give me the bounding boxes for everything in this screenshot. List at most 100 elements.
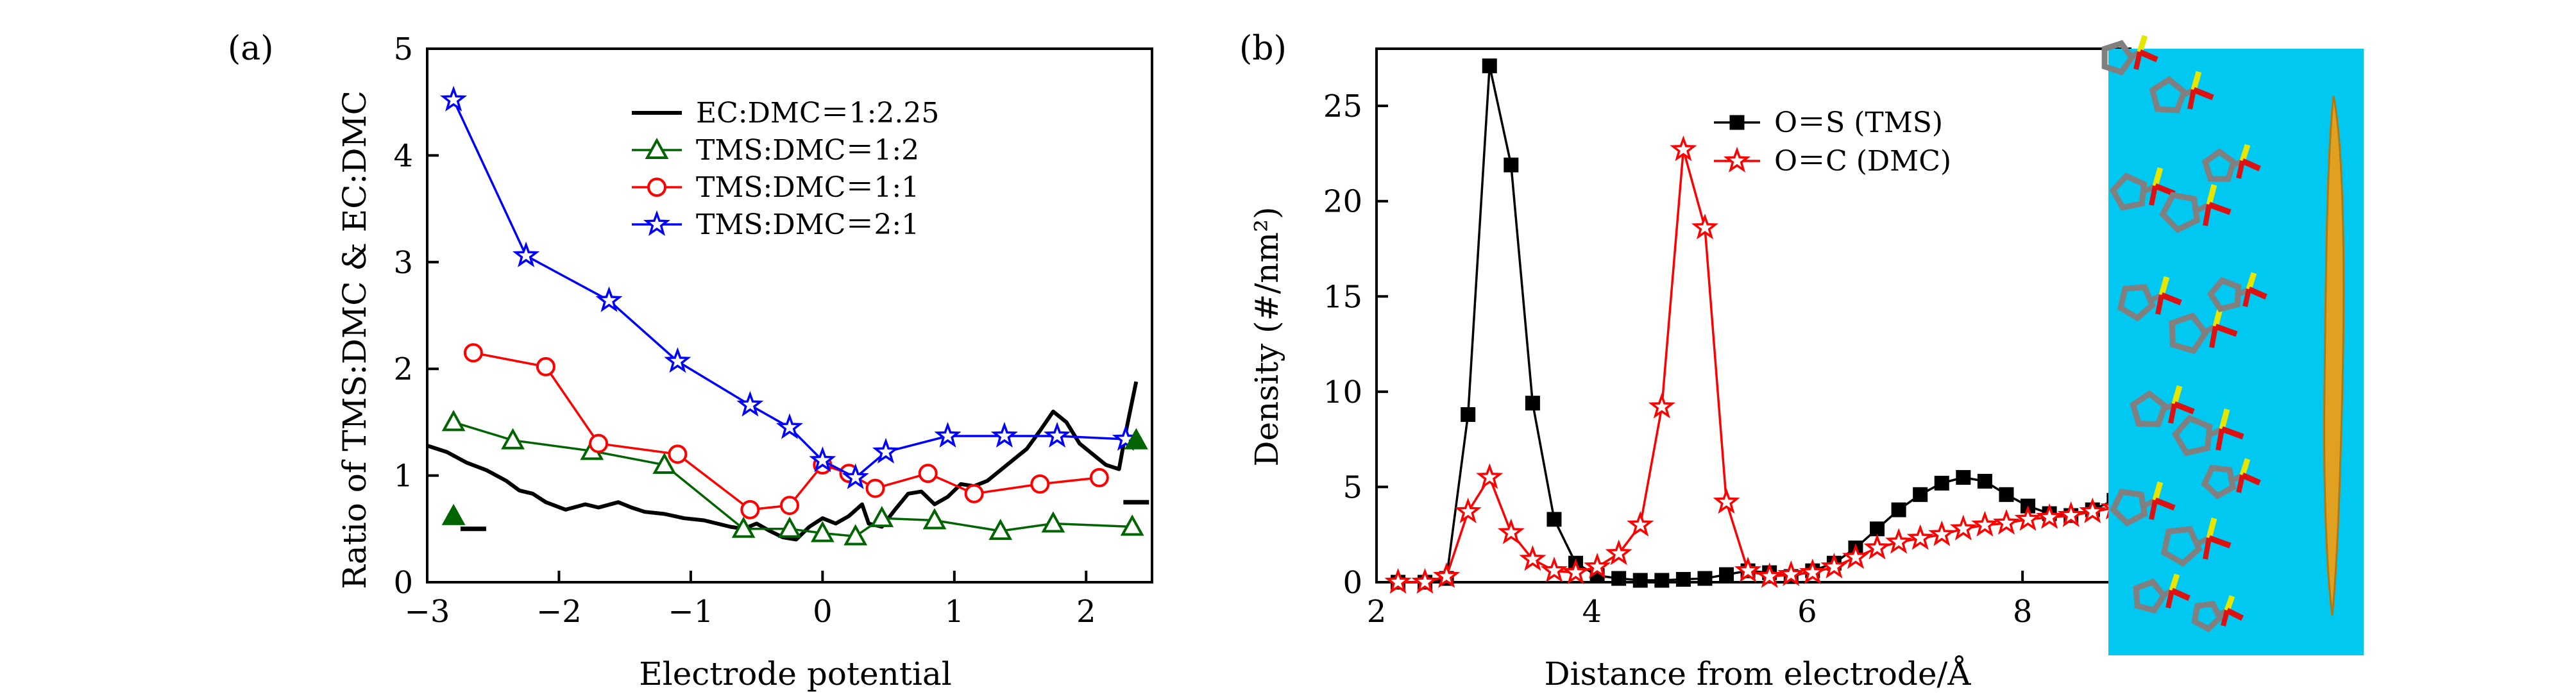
data-point [1906, 524, 1934, 550]
legend-entry: TMS:DMC＝2:1 [696, 208, 919, 241]
y-tick-label: 4 [393, 138, 413, 174]
molecule-ring [2117, 284, 2156, 322]
data-point [441, 410, 466, 432]
molecule-bond [2133, 51, 2142, 70]
data-point [2036, 503, 2063, 529]
y-tick-label: 5 [393, 31, 413, 67]
panel-b-series [1384, 58, 2144, 594]
data-point [918, 464, 938, 483]
molecule-ring [2133, 578, 2167, 614]
legend-entry: O＝C (DMC) [1774, 145, 1951, 178]
data-point [865, 478, 885, 498]
panel-b-label: (b) [1239, 29, 1287, 68]
y-tick-label: 10 [1323, 374, 1362, 410]
snapshot-background [2108, 49, 2364, 655]
data-point [1863, 533, 1891, 560]
annotation-marker [441, 503, 466, 525]
molecule-ring [2191, 600, 2223, 633]
data-point [1697, 571, 1713, 586]
legend-entry: O＝S (TMS) [1774, 106, 1943, 139]
x-tick-label: −3 [405, 594, 450, 630]
data-point [1777, 560, 1805, 587]
series-line-1 [453, 421, 1133, 538]
legend-entry: TMS:DMC＝1:2 [696, 134, 919, 167]
molecule-bond [2208, 535, 2232, 549]
data-point [595, 286, 623, 312]
annotation-marker [1124, 428, 1148, 449]
molecule-bond [2236, 474, 2245, 493]
molecule-bond [2173, 401, 2195, 415]
x-tick-label: −1 [668, 594, 714, 630]
molecule-ring [2201, 148, 2237, 182]
legend-marker [647, 178, 666, 197]
molecule-bond [2171, 385, 2183, 405]
molecule-bond [2171, 587, 2190, 601]
data-point [1670, 135, 1697, 162]
panel-a-x-axis-label: Electrode potential [639, 655, 952, 693]
data-point [1627, 510, 1654, 537]
data-point [668, 444, 688, 464]
data-point [1611, 571, 1627, 586]
data-point [1605, 539, 1632, 566]
data-point [1956, 470, 1971, 485]
panel-a-label: (a) [228, 29, 274, 68]
data-point [1504, 157, 1519, 172]
data-point [1713, 488, 1740, 514]
molecule [2159, 184, 2232, 233]
legend-marker [1723, 146, 1751, 172]
molecule-bond [2192, 87, 2214, 101]
data-point [652, 452, 677, 474]
molecule-bond [2187, 89, 2196, 110]
data-point [463, 343, 483, 363]
data-point [664, 347, 691, 373]
data-point [1089, 467, 1109, 487]
molecule-ring [2109, 172, 2148, 211]
data-point [842, 463, 869, 489]
data-point [1584, 553, 1611, 579]
molecule [2109, 481, 2176, 527]
molecule-bond [2221, 610, 2230, 626]
molecule-bond [2137, 35, 2148, 53]
data-point [536, 357, 555, 376]
data-point [1041, 511, 1065, 533]
panel-b-plot-frame [1375, 47, 2131, 584]
molecular-snapshot-image [2101, 35, 2364, 655]
y-tick-label: 20 [1323, 184, 1362, 220]
molecule [2207, 272, 2267, 312]
data-point [2014, 505, 2042, 531]
molecule [2149, 71, 2214, 113]
data-point [1820, 553, 1848, 579]
x-tick-label: 2 [1076, 594, 1096, 630]
legend-entry: TMS:DMC＝1:1 [696, 171, 919, 204]
molecule [2171, 408, 2244, 457]
panel-b-ticks: 2 4 6 8 0 5 10 15 20 25 [1323, 88, 2032, 630]
data-point [1546, 512, 1562, 527]
data-point [1648, 392, 1675, 419]
x-tick-label: 4 [1582, 594, 1602, 630]
data-point [1734, 557, 1762, 583]
y-tick-label: 25 [1323, 88, 1362, 124]
molecule-bond [2248, 286, 2267, 300]
x-tick-label: −2 [536, 594, 582, 630]
data-point [1632, 573, 1648, 588]
panel-a-legend: EC:DMC＝1:2.25 TMS:DMC＝1:2 TMS:DMC＝1:1 TMS:D… [632, 97, 939, 241]
y-tick-label: 1 [393, 458, 413, 494]
molecule-bond [2208, 201, 2232, 215]
data-point [1454, 497, 1482, 523]
data-point [1756, 562, 1783, 588]
panel-a-chart: (a) Ratio of TMS:DMC & EC:DMC Electrode … [228, 29, 1153, 693]
data-point [1977, 474, 1992, 489]
data-point [1497, 518, 1525, 544]
data-point [1934, 475, 1949, 491]
molecule-bond [2221, 426, 2244, 440]
data-point [1992, 508, 2020, 535]
data-point [1870, 521, 1885, 537]
x-tick-label: 8 [2013, 594, 2033, 630]
data-point [1654, 573, 1670, 588]
x-tick-label: 2 [1367, 594, 1387, 630]
data-point [1411, 567, 1439, 594]
y-tick-label: 0 [1343, 565, 1362, 601]
molecule-bond [2216, 428, 2224, 451]
data-point [589, 433, 609, 453]
data-point [1384, 567, 1412, 594]
